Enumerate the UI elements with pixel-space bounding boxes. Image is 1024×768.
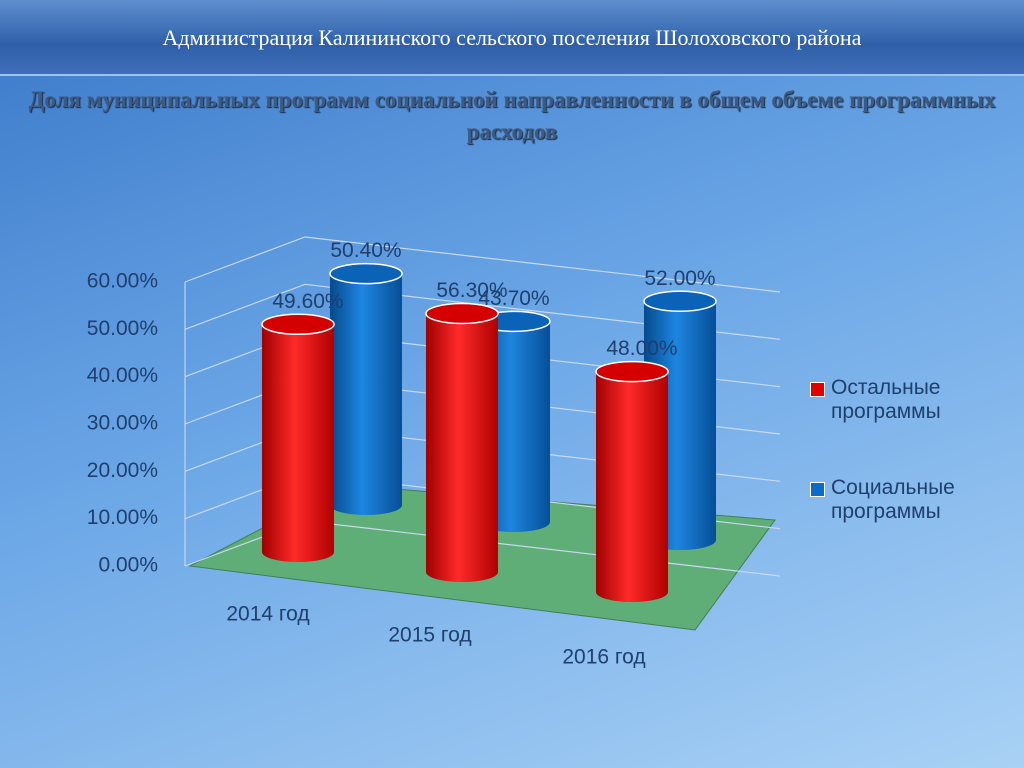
value-label: 49.60% [272,290,343,313]
header: Администрация Калининского сельского пос… [0,0,1024,76]
y-tick-label: 30.00% [87,412,158,435]
bar-top [643,290,717,313]
y-tick-label: 0.00% [98,554,158,577]
value-label: 48.00% [606,337,677,360]
legend-item: Остальные программы [810,376,990,424]
legend-label: Остальные программы [831,376,941,423]
value-label: 43.70% [478,287,549,310]
x-tick-label: 2015 год [388,624,471,647]
value-label: 52.00% [644,267,715,290]
y-tick-label: 50.00% [87,317,158,340]
x-tick-label: 2016 год [562,646,645,669]
bar [426,313,498,572]
value-label: 50.40% [330,239,401,262]
value-label: 56.30% [436,279,507,302]
grid-line [184,283,781,340]
grid-line [184,236,781,293]
legend-label: Социальные программы [831,476,955,523]
bar [596,371,668,592]
y-tick-label: 20.00% [87,459,158,482]
bar-top [425,302,499,325]
bar-top [261,313,335,336]
legend-swatch [810,382,825,397]
bar-top [595,360,669,383]
bar [262,324,334,552]
legend-swatch [810,482,825,497]
y-tick-label: 10.00% [87,506,158,529]
bar [330,273,402,505]
chart-title: Доля муниципальных программ социальной н… [28,87,996,144]
y-tick-label: 40.00% [87,364,158,387]
y-tick-label: 60.00% [87,270,158,293]
x-tick-label: 2014 год [226,603,309,626]
bar-top [329,262,403,285]
legend-item: Социальные программы [810,476,990,524]
